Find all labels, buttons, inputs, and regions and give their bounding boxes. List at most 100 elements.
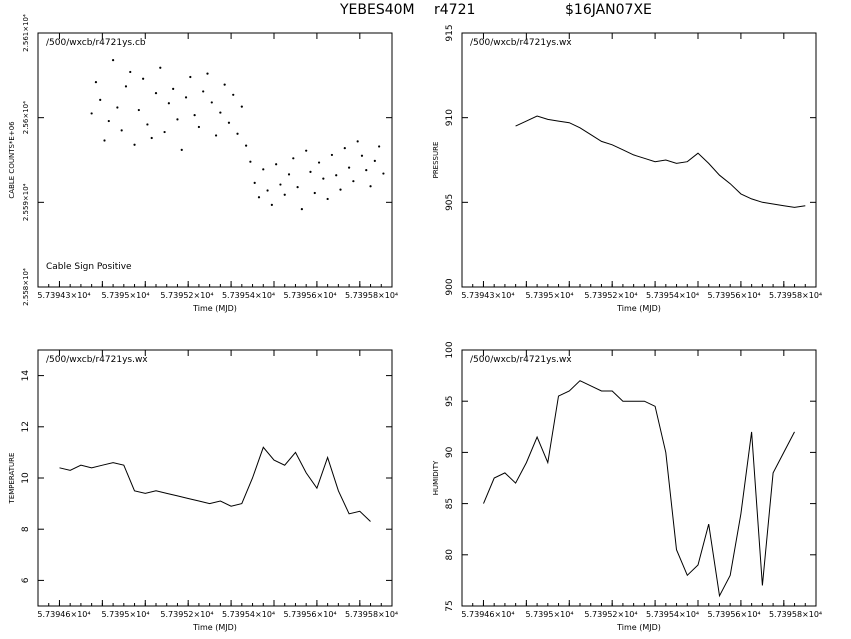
x-tick-label: 5.73954×10⁴	[222, 610, 275, 619]
x-axis-label: Time (MJD)	[192, 623, 237, 632]
x-tick-label: 5.73943×10⁴	[461, 291, 514, 300]
data-point	[347, 166, 351, 169]
x-tick-label: 5.7395×10⁴	[101, 291, 149, 300]
file-annotation: /500/wxcb/r4721ys.wx	[470, 355, 572, 365]
data-point	[189, 75, 192, 79]
x-tick-label: 5.73952×10⁴	[584, 291, 637, 300]
series-line	[515, 115, 806, 208]
y-tick-label: 12	[21, 421, 31, 432]
data-point	[309, 170, 312, 173]
y-tick-label: 2.558×10⁴	[22, 268, 30, 306]
x-tick-label: 5.7395×10⁴	[101, 610, 149, 619]
cable-sign-note: Cable Sign Positive	[46, 262, 132, 272]
y-tick-label: 90	[445, 446, 455, 458]
y-tick-label: 14	[21, 370, 31, 382]
data-point	[378, 145, 381, 148]
y-tick-label: 2.561×10⁴	[22, 14, 30, 52]
y-tick-label: 95	[445, 395, 455, 406]
x-axis-label: Time (MJD)	[192, 304, 237, 313]
data-point	[287, 173, 291, 176]
data-point	[257, 196, 261, 199]
data-point	[236, 132, 239, 135]
file-annotation: /500/wxcb/r4721ys.wx	[46, 355, 148, 365]
data-point	[373, 159, 376, 162]
x-tick-label: 5.7395×10⁴	[525, 291, 573, 300]
data-point	[219, 111, 222, 114]
station-name: YEBES40M	[340, 2, 415, 18]
series-line	[483, 380, 795, 598]
data-point	[300, 208, 303, 211]
data-point	[253, 181, 256, 184]
x-axis-label: Time (MJD)	[616, 304, 661, 313]
data-point	[343, 147, 346, 150]
file-annotation: /500/wxcb/r4721ys.cb	[46, 38, 146, 48]
data-point	[326, 197, 329, 201]
x-tick-label: 5.73952×10⁴	[160, 291, 213, 300]
y-tick-label: 85	[445, 498, 455, 509]
data-point	[365, 169, 368, 172]
data-point	[296, 185, 299, 189]
data-point	[94, 81, 98, 84]
x-tick-label: 5.73954×10⁴	[646, 291, 699, 300]
data-point	[330, 153, 334, 157]
y-tick-label: 10	[21, 472, 31, 484]
x-tick-label: 5.73952×10⁴	[160, 610, 213, 619]
data-point	[245, 144, 248, 147]
data-point	[163, 130, 166, 134]
data-point	[240, 105, 243, 108]
data-point	[129, 70, 132, 74]
chart-top-left: 5.73943×10⁴ 5.7395×10⁴ 5.73952×10⁴ 5.73954×…	[8, 14, 398, 313]
x-tick-label: 5.73958×10⁴	[769, 291, 822, 300]
data-point	[172, 87, 175, 90]
y-axis-label: TEMPERATURE	[8, 453, 16, 505]
data-point	[103, 139, 106, 142]
x-tick-label: 5.73954×10⁴	[222, 291, 275, 300]
file-annotation: /500/wxcb/r4721ys.wx	[470, 38, 572, 48]
data-point	[159, 66, 162, 69]
data-point	[124, 85, 128, 88]
plot-frame	[461, 32, 817, 288]
plot-frame	[37, 32, 393, 288]
data-point	[360, 154, 364, 157]
file-name: $16JAN07XE	[565, 2, 652, 18]
data-point	[352, 180, 355, 183]
plot-frame	[37, 349, 393, 607]
chart-bottom-left: 5.73946×10⁴ 5.7395×10⁴ 5.73952×10⁴ 5.73954×…	[8, 349, 398, 632]
data-point	[206, 72, 209, 75]
data-point	[111, 58, 115, 62]
y-axis-label: HUMIDITY	[432, 460, 440, 495]
x-tick-label: 5.73943×10⁴	[37, 291, 90, 300]
data-point	[283, 193, 286, 196]
experiment-code: r4721	[434, 2, 476, 18]
data-point	[146, 123, 149, 126]
data-point	[249, 160, 252, 163]
data-point	[266, 189, 269, 192]
data-point	[356, 140, 359, 143]
data-point	[305, 149, 308, 152]
y-tick-label: 2.559×10⁴	[22, 183, 30, 221]
data-point	[335, 174, 338, 177]
plot-frame	[461, 349, 817, 607]
series-line	[59, 446, 371, 522]
data-point	[107, 119, 110, 123]
data-point	[210, 101, 213, 104]
x-tick-label: 5.73956×10⁴	[707, 610, 760, 619]
x-axis-label: Time (MJD)	[616, 623, 661, 632]
data-point	[167, 102, 170, 105]
data-point	[313, 191, 316, 195]
data-point	[193, 114, 196, 117]
data-point	[232, 93, 235, 96]
data-point	[214, 134, 218, 137]
data-point	[292, 157, 295, 160]
data-point	[317, 161, 321, 164]
data-point	[176, 118, 179, 121]
y-tick-label: 75	[445, 600, 455, 611]
data-point	[202, 90, 205, 93]
data-point	[369, 185, 372, 188]
data-point	[137, 108, 140, 112]
x-tick-label: 5.73946×10⁴	[461, 610, 514, 619]
data-point	[133, 143, 136, 146]
data-point	[262, 168, 265, 171]
data-point	[197, 125, 201, 129]
